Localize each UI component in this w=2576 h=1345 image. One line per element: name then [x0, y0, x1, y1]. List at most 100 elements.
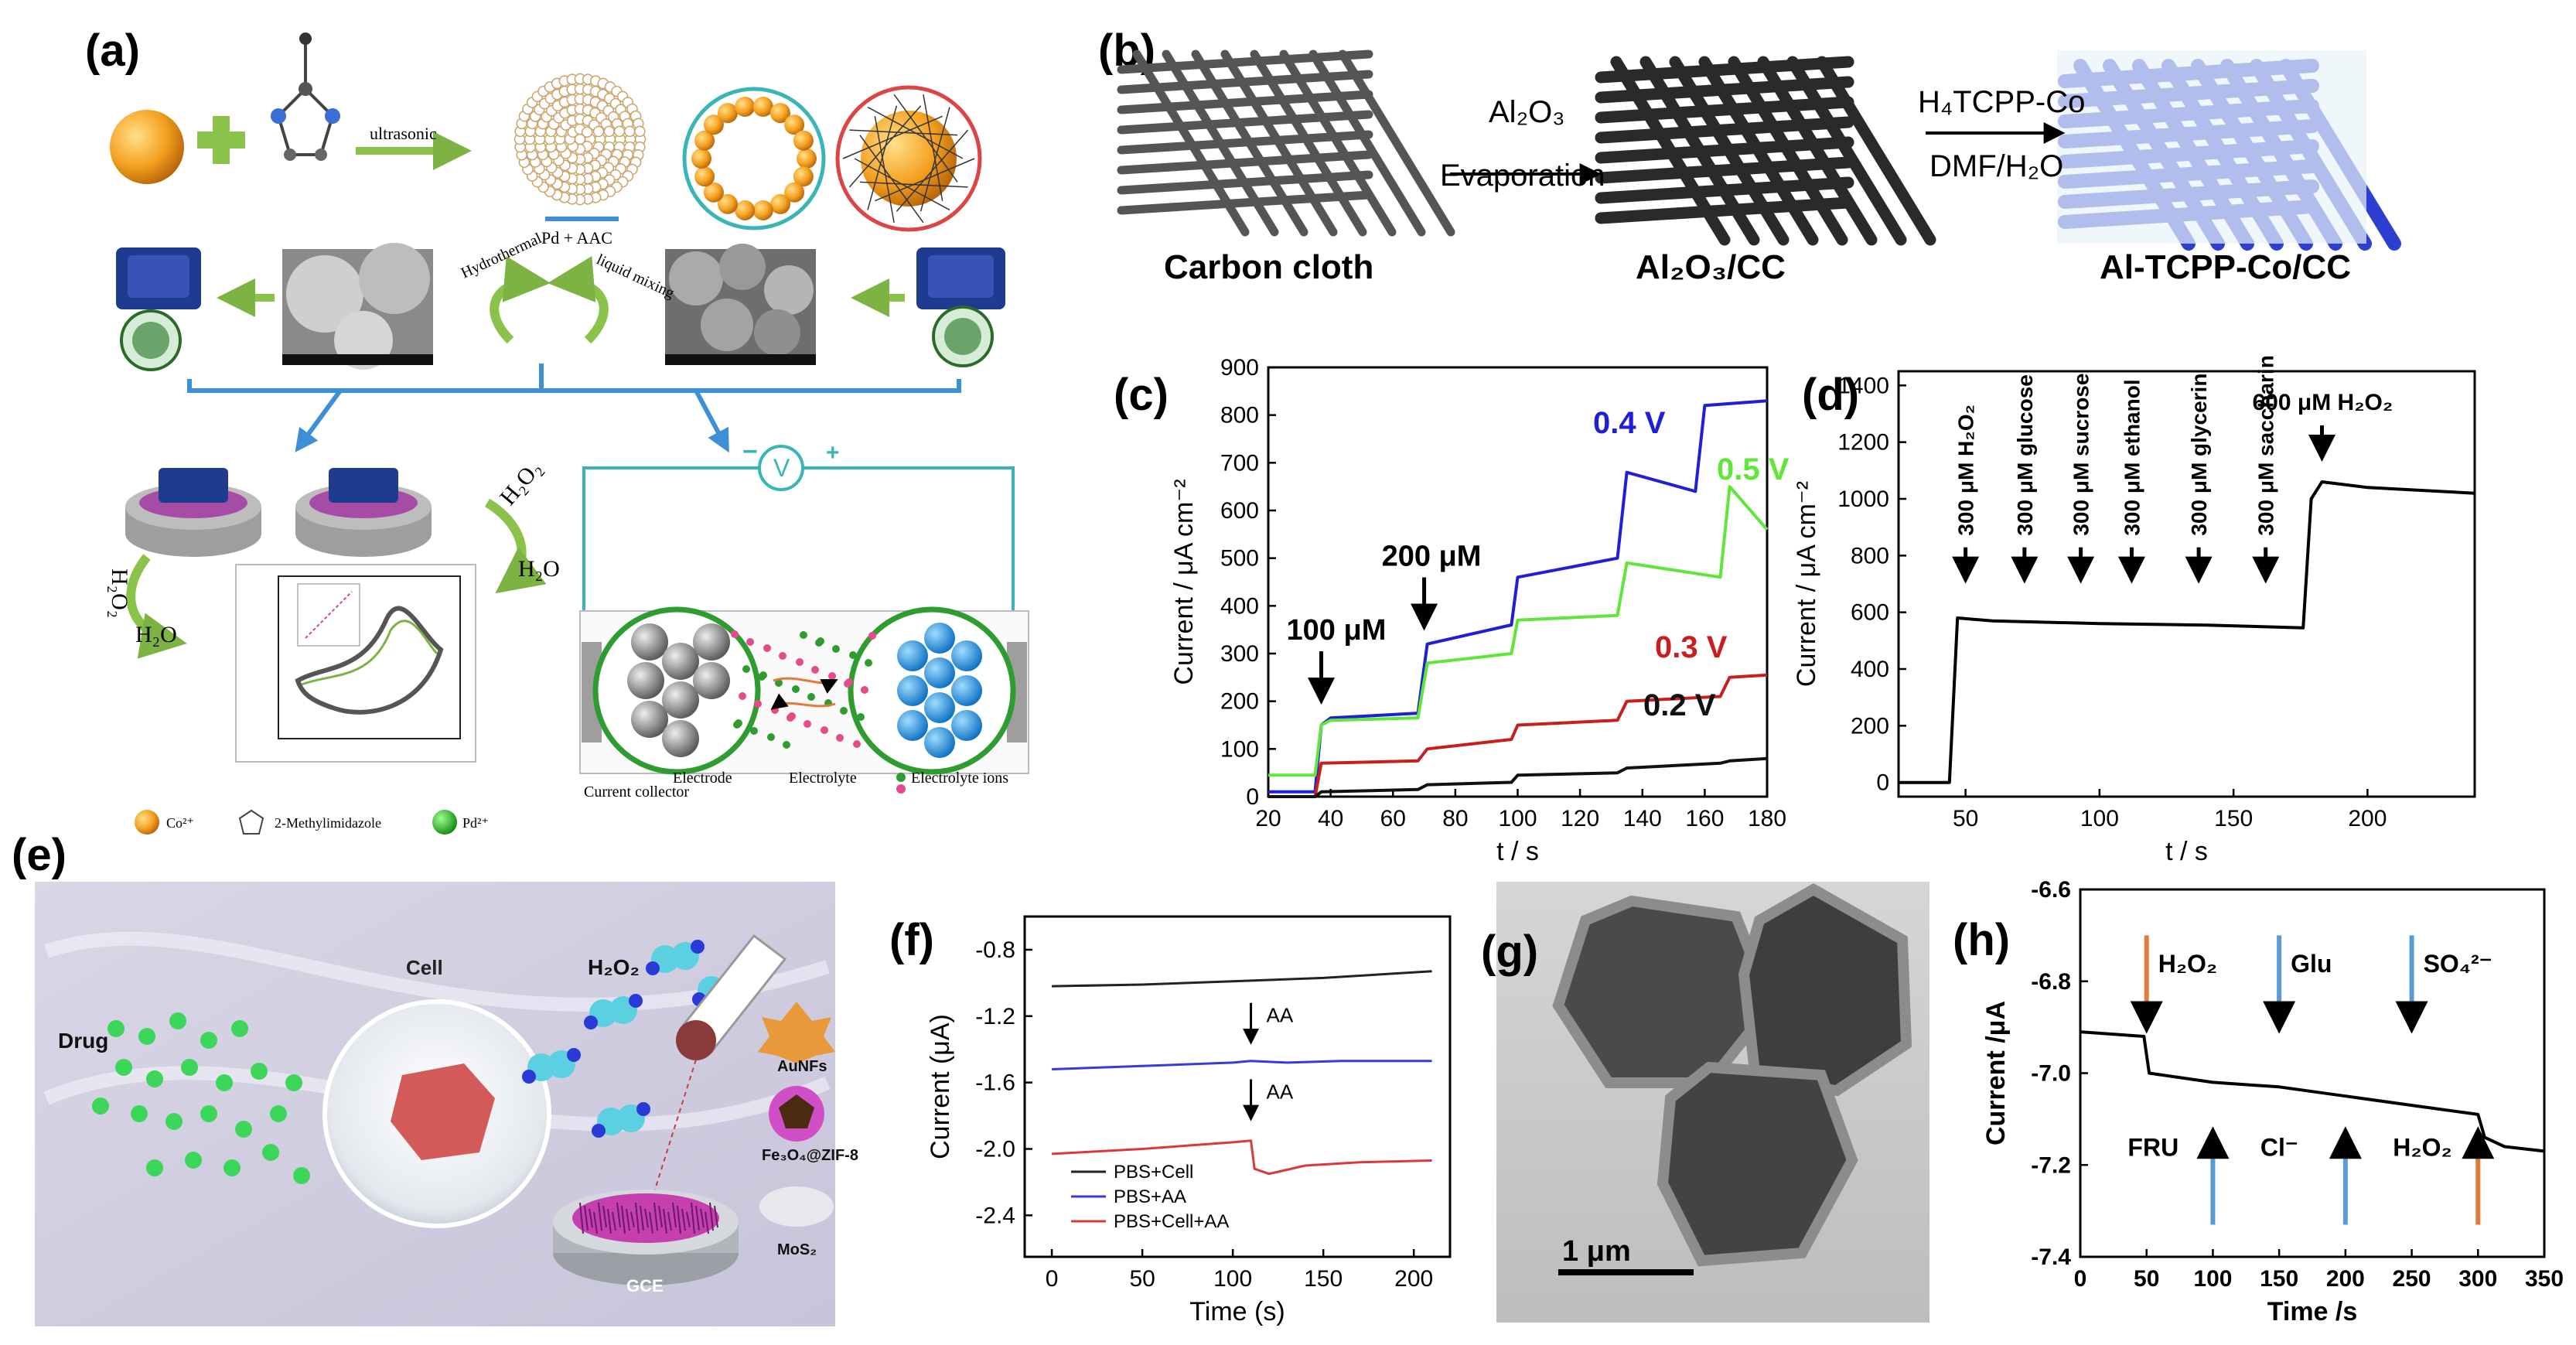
- gold-particle: [797, 148, 817, 169]
- analyte-label: 300 μM glycerin: [2187, 374, 2211, 536]
- ion: [779, 652, 786, 660]
- y-tick-label: 400: [1220, 593, 1259, 619]
- y-tick-label: 300: [1220, 641, 1259, 667]
- gray-particle: [693, 662, 730, 699]
- fiber: [1117, 130, 1373, 155]
- gold-particle: [718, 193, 738, 214]
- x-tick-label: 150: [1304, 1266, 1343, 1292]
- modified-electrode-1: [125, 468, 261, 557]
- gold-particle: [752, 200, 773, 220]
- gold-particle: [770, 103, 790, 124]
- fiber: [1786, 56, 1907, 246]
- y-tick-label: 800: [1851, 543, 1889, 568]
- network-bond: [842, 115, 943, 159]
- gold-particle: [718, 103, 738, 124]
- ion: [807, 693, 815, 701]
- drug-particle: [185, 1152, 202, 1169]
- plus-sign-icon: [197, 116, 245, 164]
- fiber: [1595, 176, 1854, 204]
- panel-d-tag: (d): [1802, 370, 1859, 420]
- x-tick-label: 80: [1442, 806, 1468, 831]
- ion: [857, 713, 865, 721]
- gold-particle: [752, 97, 773, 118]
- panel-h-tag: (h): [1953, 915, 2010, 965]
- hydrogen-atom: [629, 994, 643, 1008]
- ion: [821, 726, 828, 734]
- layer-fiber: [649, 1211, 653, 1234]
- fiber: [1117, 110, 1373, 135]
- hydrogen-atom: [584, 1016, 598, 1029]
- synthesis-bracket: [187, 379, 961, 393]
- drug-particle: [146, 1159, 163, 1176]
- al2o3-cc-mesh: [1595, 56, 1936, 246]
- chart-c: (c) 20 40 60 80 100 120 140 160 180 0 100 200 300 400 5…: [1114, 355, 1790, 866]
- network-bond: [874, 116, 895, 224]
- ion: [733, 721, 741, 729]
- drug-particle: [165, 1113, 183, 1130]
- x-tick-label: 0: [2074, 1266, 2087, 1292]
- y-tick-label: 900: [1220, 355, 1259, 381]
- injection-label: FRU: [2127, 1133, 2179, 1161]
- ion: [742, 665, 750, 673]
- pore: [623, 125, 636, 138]
- ion: [836, 734, 844, 742]
- blue-particle: [897, 675, 928, 706]
- step1-reagent: Al₂O₃: [1489, 95, 1565, 129]
- layer-fiber: [686, 1211, 691, 1228]
- hydrogen-atom: [691, 940, 705, 954]
- chart-f: (f) 0 50 100 150 200 -0.8 -1.2 -1.6 -2.0 -2.4 Time …: [889, 915, 1452, 1326]
- hydrogen-atom: [636, 1102, 650, 1116]
- gray-particle: [631, 701, 668, 738]
- gray-particle: [662, 681, 699, 719]
- ion: [792, 685, 800, 693]
- electrolyte-label: Electrolyte: [789, 770, 857, 787]
- gold-particle: [784, 182, 805, 203]
- gray-particle: [631, 623, 668, 661]
- layer-fiber: [598, 1202, 602, 1231]
- ion: [754, 700, 762, 708]
- carbon-cloth-mesh: [1117, 49, 1455, 237]
- gold-particle: [735, 97, 756, 118]
- liquid-mixing-arrow: [548, 256, 609, 344]
- panel-b: (b) Al₂O₃ Evaporation H₄TCPP-Co DMF/H₂O …: [1098, 26, 2401, 286]
- y-tick-label: 600: [1851, 600, 1889, 626]
- cell-label: Cell: [406, 956, 443, 979]
- h2o2-label-right: H₂O₂: [495, 456, 547, 510]
- drug-particle: [92, 1098, 109, 1115]
- y-tick-label: -7.2: [2031, 1152, 2071, 1178]
- ion: [853, 740, 861, 748]
- ion: [758, 673, 766, 681]
- gold-particle: [694, 166, 715, 187]
- layer-fiber: [621, 1205, 626, 1234]
- injection-label: Glu: [2291, 950, 2332, 978]
- gray-particle: [627, 662, 664, 699]
- injection-label: H₂O₂: [2158, 950, 2217, 978]
- fiber: [1595, 156, 1854, 184]
- layer-fiber: [584, 1205, 589, 1231]
- electrode-tip-sensing: [676, 1020, 716, 1060]
- ion: [796, 658, 804, 666]
- legend-aunfs-icon: [758, 1002, 835, 1063]
- layer-fiber: [640, 1205, 644, 1231]
- legend-aunfs: AuNFs: [777, 1058, 827, 1075]
- drug-particle: [200, 1032, 217, 1049]
- series-line-1: [1268, 485, 1769, 777]
- fiber: [1816, 56, 1936, 246]
- y-tick-label: -6.6: [2031, 877, 2071, 903]
- blue-particle: [924, 727, 955, 758]
- series-line-1: [1052, 1060, 1432, 1070]
- h2o2-label-left: H₂O₂: [107, 568, 132, 618]
- fiber: [1595, 96, 1854, 124]
- plus-terminal: +: [826, 440, 840, 466]
- hydrogen-atom: [592, 1124, 606, 1138]
- layer-fiber: [616, 1202, 621, 1228]
- drug-particle: [138, 1028, 155, 1045]
- legend-imidazole-icon: [238, 809, 264, 835]
- x-tick-label: 50: [1129, 1266, 1155, 1292]
- y-tick-label: 0: [1246, 784, 1259, 810]
- ion: [804, 720, 811, 728]
- hydrogen-atom: [522, 1070, 536, 1084]
- methylimidazole-molecule: [276, 39, 335, 156]
- analyte-label: 600 μM H₂O₂: [2252, 390, 2393, 415]
- network-bond: [849, 129, 958, 136]
